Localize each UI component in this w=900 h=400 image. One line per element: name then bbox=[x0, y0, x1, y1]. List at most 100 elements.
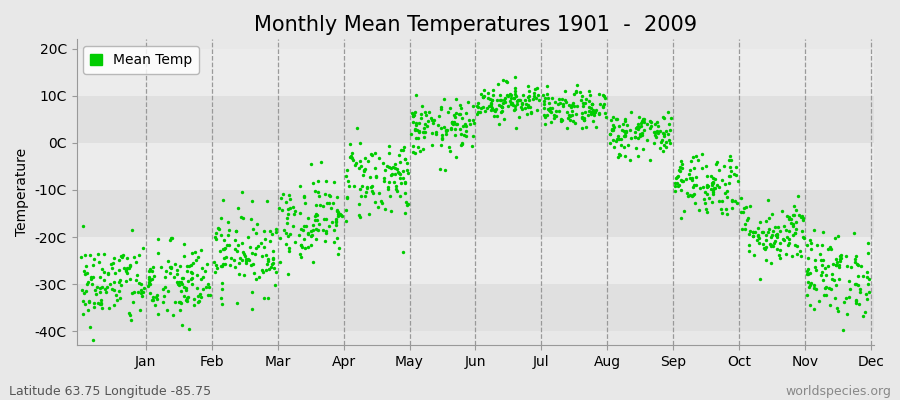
Point bbox=[180, 262, 194, 269]
Point bbox=[814, 257, 828, 263]
Point bbox=[293, 254, 308, 260]
Point bbox=[769, 232, 783, 239]
Point bbox=[434, 103, 448, 110]
Point bbox=[133, 281, 148, 287]
Point bbox=[116, 251, 130, 258]
Point bbox=[860, 240, 875, 246]
Y-axis label: Temperature: Temperature bbox=[15, 148, 29, 236]
Point bbox=[844, 264, 859, 270]
Point bbox=[804, 280, 818, 286]
Point bbox=[319, 228, 333, 235]
Point bbox=[807, 282, 822, 288]
Point bbox=[465, 143, 480, 149]
Point bbox=[100, 284, 114, 290]
Point bbox=[101, 270, 115, 276]
Point bbox=[655, 137, 670, 143]
Point bbox=[522, 92, 536, 99]
Point bbox=[288, 208, 302, 214]
Point bbox=[673, 168, 688, 175]
Point bbox=[365, 188, 380, 194]
Point bbox=[724, 198, 739, 204]
Point bbox=[698, 189, 712, 195]
Point bbox=[261, 255, 275, 262]
Point bbox=[608, 116, 623, 122]
Point bbox=[459, 122, 473, 129]
Point bbox=[454, 142, 468, 148]
Point bbox=[293, 242, 308, 248]
Point bbox=[158, 284, 172, 291]
Point bbox=[782, 236, 796, 242]
Point bbox=[796, 214, 810, 221]
Point bbox=[675, 178, 689, 184]
Point bbox=[86, 304, 101, 310]
Point bbox=[681, 171, 696, 177]
Point bbox=[616, 133, 631, 139]
Point bbox=[322, 200, 337, 206]
Point bbox=[618, 118, 633, 124]
Point bbox=[800, 292, 814, 298]
Point bbox=[165, 264, 179, 271]
Point bbox=[861, 289, 876, 296]
Point bbox=[587, 111, 601, 118]
Point bbox=[142, 280, 157, 287]
Point bbox=[603, 140, 617, 146]
Point bbox=[764, 210, 778, 217]
Point bbox=[164, 234, 178, 241]
Point bbox=[569, 87, 583, 94]
Point bbox=[371, 204, 385, 210]
Point bbox=[742, 231, 756, 238]
Point bbox=[861, 281, 876, 288]
Point bbox=[636, 116, 651, 123]
Point bbox=[576, 100, 590, 106]
Point bbox=[787, 223, 801, 230]
Point bbox=[352, 164, 366, 171]
Point bbox=[257, 228, 272, 234]
Point bbox=[352, 201, 366, 208]
Point bbox=[784, 253, 798, 259]
Point bbox=[637, 116, 652, 122]
Point bbox=[705, 182, 719, 188]
Point bbox=[86, 256, 101, 262]
Point bbox=[670, 183, 685, 190]
Point bbox=[372, 155, 386, 162]
Point bbox=[329, 216, 344, 222]
Point bbox=[326, 200, 340, 206]
Point bbox=[640, 120, 654, 127]
Point bbox=[134, 290, 148, 296]
Point bbox=[112, 288, 126, 294]
Point bbox=[812, 298, 826, 304]
Point bbox=[796, 234, 811, 240]
Point bbox=[803, 270, 817, 276]
Point bbox=[400, 201, 415, 207]
Point bbox=[655, 148, 670, 154]
Point bbox=[597, 101, 611, 108]
Point bbox=[764, 242, 778, 248]
Point bbox=[586, 106, 600, 113]
Point bbox=[482, 95, 496, 101]
Point bbox=[200, 261, 214, 267]
Point bbox=[125, 227, 140, 234]
Point bbox=[637, 127, 652, 133]
Point bbox=[814, 242, 829, 248]
Point bbox=[816, 292, 831, 299]
Point bbox=[283, 231, 297, 237]
Point bbox=[818, 285, 832, 292]
Point bbox=[515, 105, 529, 112]
Point bbox=[281, 271, 295, 278]
Point bbox=[394, 180, 409, 186]
Point bbox=[192, 298, 206, 305]
Point bbox=[217, 246, 231, 252]
Point bbox=[78, 301, 93, 308]
Point bbox=[650, 129, 664, 135]
Point bbox=[810, 241, 824, 248]
Point bbox=[782, 216, 796, 222]
Point bbox=[566, 100, 580, 106]
Point bbox=[617, 128, 632, 134]
Point bbox=[231, 260, 246, 266]
Point bbox=[649, 133, 663, 140]
Point bbox=[142, 268, 157, 275]
Point bbox=[800, 271, 814, 278]
Point bbox=[148, 272, 162, 279]
Point bbox=[184, 262, 198, 268]
Point bbox=[145, 268, 159, 274]
